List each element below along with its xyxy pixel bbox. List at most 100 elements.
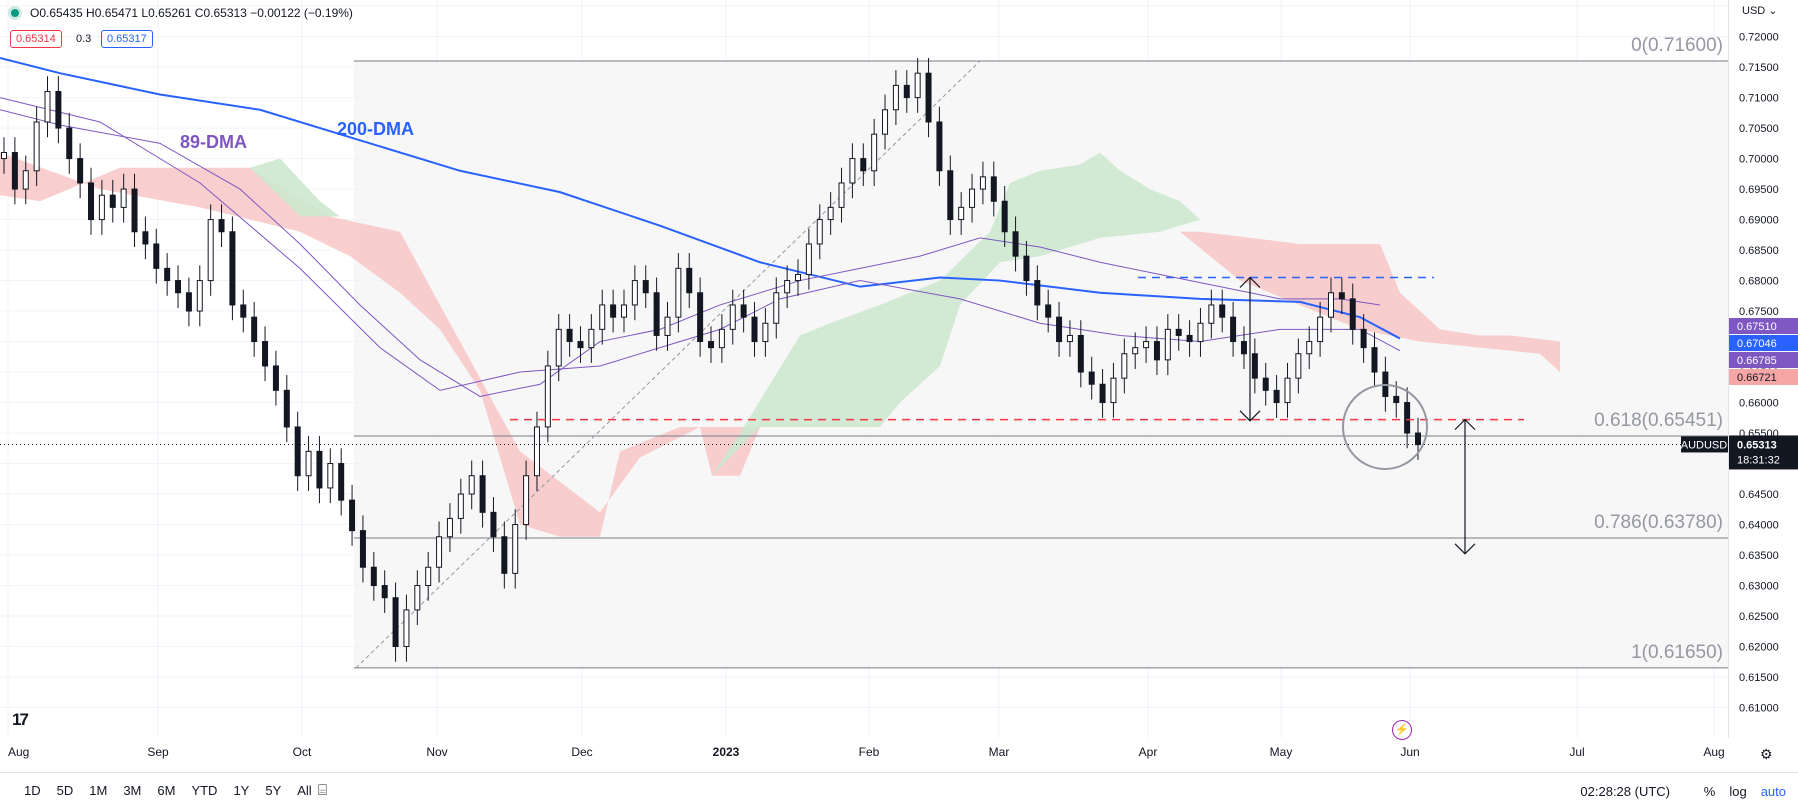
candle-body (860, 158, 867, 172)
range-button-all[interactable]: All (297, 783, 312, 798)
price-axis-scale[interactable]: 0.72000 0.71500 0.71000 0.70500 0.70000 0.695… (1729, 0, 1798, 738)
candle-body (381, 585, 388, 599)
candle-body (1153, 341, 1160, 361)
candle-body (272, 365, 279, 391)
candle-body (925, 72, 932, 123)
ma-value-badge-label: 0.66785 (1737, 355, 1777, 367)
candle-body (523, 475, 530, 526)
bid-price[interactable]: 0.65314 (10, 30, 62, 48)
candle-body (425, 566, 432, 587)
candle-body (1066, 334, 1073, 343)
candle-body (294, 426, 301, 477)
range-button-3m[interactable]: 3M (123, 783, 142, 798)
candle-body (1175, 328, 1182, 336)
time-axis[interactable]: Aug Sep Oct Nov Dec 2023 Feb Mar Apr May Jun Jul Aug (0, 738, 1728, 766)
candle-body (1338, 292, 1345, 300)
candle-body (1415, 432, 1421, 446)
range-button-5y[interactable]: 5Y (265, 783, 282, 798)
candle-body (1393, 395, 1400, 404)
tradingview-logo-icon: 17 (12, 710, 29, 729)
price-tick-label: 0.71500 (1739, 62, 1779, 74)
auto-scale-toggle[interactable]: auto (1760, 784, 1786, 799)
candle-body (479, 475, 486, 513)
candle-body (1219, 304, 1226, 318)
range-button-5d[interactable]: 5D (56, 783, 74, 798)
percent-scale-toggle[interactable]: % (1703, 784, 1716, 799)
candle-body (718, 328, 725, 349)
fib1-label: 1(0.61650) (1631, 642, 1723, 663)
candle-body (66, 127, 73, 160)
fib786-label: 0.786(0.63780) (1594, 512, 1723, 533)
candle-body (903, 84, 910, 99)
candle-body (533, 426, 540, 477)
fib618-label: 0.618(0.65451) (1594, 410, 1723, 431)
candle-body (544, 365, 551, 428)
candle-body (251, 316, 258, 343)
candle-body (555, 328, 562, 367)
candle-body (958, 206, 965, 221)
ask-price[interactable]: 0.65317 (101, 30, 153, 48)
candle-body (207, 219, 214, 282)
candle-body (892, 84, 899, 111)
price-tick-label: 0.61500 (1739, 672, 1779, 684)
candle-body (947, 170, 954, 221)
candle-body (338, 463, 345, 501)
utc-clock[interactable]: 02:28:28 (UTC) (1580, 784, 1670, 799)
candle-body (1, 151, 7, 160)
candle-body (653, 292, 660, 336)
candle-body (1360, 328, 1367, 349)
range-button-1m[interactable]: 1M (89, 783, 108, 798)
ichimoku-cloud-bull (250, 158, 340, 217)
price-chart[interactable]: 89-DMA 200-DMA 0(0.71600) 0.618(0.65451) 0.7… (0, 0, 1734, 738)
time-tick-label: May (1270, 745, 1293, 759)
ma-value-badge-label: 0.66721 (1737, 372, 1777, 384)
candle-body (751, 316, 758, 343)
last-price-label: 0.65313 (1737, 439, 1777, 451)
candle-body (1056, 316, 1063, 343)
range-buttons: 1D 5D 1M 3M 6M YTD 1Y 5Y All (16, 783, 320, 798)
time-tick-label: Jul (1569, 745, 1584, 759)
range-button-6m[interactable]: 6M (157, 783, 176, 798)
price-axis[interactable]: 0.72000 0.71500 0.71000 0.70500 0.70000 0.695… (1728, 0, 1798, 738)
range-button-1d[interactable]: 1D (24, 783, 41, 798)
scale-options: % log auto (1704, 784, 1786, 799)
fib0-label: 0(0.71600) (1631, 35, 1723, 56)
candle-body (1099, 383, 1106, 404)
candle-body (1001, 200, 1008, 233)
time-axis-scale[interactable]: Aug Sep Oct Nov Dec 2023 Feb Mar Apr May Jun Jul Aug (0, 738, 1728, 766)
price-tick-label: 0.68500 (1739, 245, 1779, 257)
candle-body (773, 292, 780, 324)
range-button-ytd[interactable]: YTD (191, 783, 218, 798)
fib-trend-line (355, 60, 981, 669)
log-scale-toggle[interactable]: log (1729, 784, 1747, 799)
candle-body (185, 292, 192, 312)
settings-gear-icon[interactable]: ⚙ (1760, 746, 1773, 762)
candle-body (153, 243, 160, 269)
measure-arrow-right-head-bottom (1454, 543, 1476, 555)
candle-body (414, 585, 421, 611)
candle-body (142, 231, 149, 245)
range-button-1y[interactable]: 1Y (233, 783, 250, 798)
candle-body (936, 121, 943, 172)
candle-body (1349, 298, 1356, 330)
candle-body (490, 511, 497, 538)
candle-body (262, 341, 269, 367)
ohlc-legend: O0.65435 H0.65471 L0.65261 C0.65313 −0.0… (8, 6, 353, 20)
candle-body (501, 536, 508, 574)
candle-body (229, 231, 236, 306)
price-tick-label: 0.64500 (1739, 489, 1779, 501)
candle-body (1404, 402, 1411, 434)
date-range-calendar-icon[interactable]: ⌸ (318, 782, 328, 799)
price-tick-label: 0.72000 (1739, 32, 1779, 44)
time-tick-label: Nov (426, 745, 447, 759)
bottom-toolbar: 1D 5D 1M 3M 6M YTD 1Y 5Y All ⌸ 02:28:28 (UTC) % … (0, 772, 1798, 812)
candle-body (708, 341, 714, 349)
time-tick-label: Sep (147, 745, 169, 759)
candle-body (44, 90, 51, 123)
ma-value-badge-label: 0.67046 (1737, 338, 1777, 350)
candle-body (196, 280, 203, 312)
currency-selector[interactable]: USD ⌄ (1742, 5, 1778, 17)
candle-body (98, 194, 105, 221)
flash-event-icon[interactable]: ⚡ (1392, 720, 1412, 740)
chart-area[interactable]: 89-DMA 200-DMA 0(0.71600) 0.618(0.65451) 0.7… (0, 0, 1734, 738)
